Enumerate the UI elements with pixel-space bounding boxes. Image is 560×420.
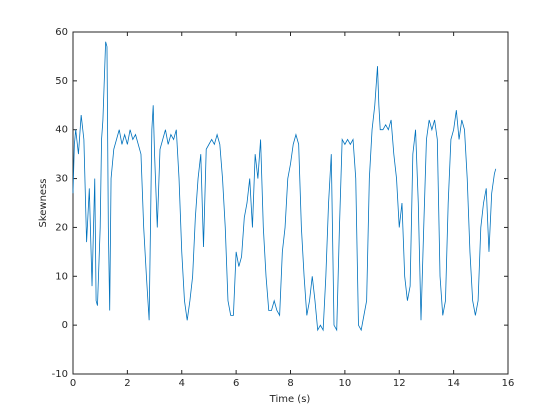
x-tick-label: 4 bbox=[179, 378, 185, 389]
x-axis-label: Time (s) bbox=[269, 394, 311, 405]
y-tick-label: 40 bbox=[55, 125, 68, 136]
y-axis-label: Skewness bbox=[38, 178, 49, 227]
data-line bbox=[72, 41, 497, 332]
x-tick-label: 16 bbox=[502, 378, 515, 389]
y-tick-label: 0 bbox=[62, 320, 68, 331]
y-tick-label: 30 bbox=[55, 174, 68, 185]
y-tick-label: 60 bbox=[55, 27, 68, 38]
y-tick-label: -10 bbox=[52, 369, 68, 380]
y-tick-label: 20 bbox=[55, 222, 68, 233]
y-tick-label: 10 bbox=[55, 271, 68, 282]
y-tick-label: 50 bbox=[55, 76, 68, 87]
x-tick-label: 2 bbox=[124, 378, 130, 389]
x-tick-label: 6 bbox=[233, 378, 239, 389]
plot-area bbox=[72, 31, 509, 375]
x-tick-label: 14 bbox=[447, 378, 460, 389]
x-tick-label: 10 bbox=[339, 378, 352, 389]
x-tick-label: 12 bbox=[393, 378, 406, 389]
x-tick-label: 0 bbox=[70, 378, 76, 389]
x-tick-label: 8 bbox=[287, 378, 293, 389]
